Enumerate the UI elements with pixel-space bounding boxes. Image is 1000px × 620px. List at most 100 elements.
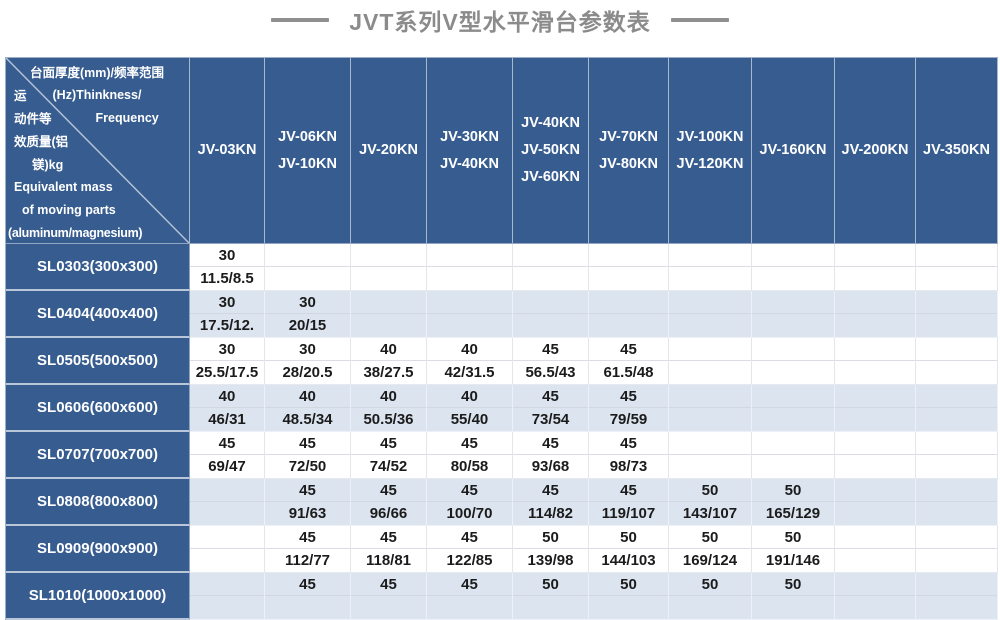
cell-thickness-value: 50 [669,526,751,549]
cell-mass-value [752,267,834,290]
cell-thickness-value [752,385,834,408]
cell-thickness-value [190,526,264,549]
cell-mass-value: 112/77 [284,552,331,569]
table-cell-r3-c0: 40 46/31 [190,385,265,432]
cell-thickness-value [835,338,915,361]
column-header-jv-200kn: JV-200KN [835,58,916,244]
table-cell-r4-c9 [916,432,998,479]
table-cell-r1-c6 [669,291,752,338]
cell-mass-value: 96/66 [369,505,408,522]
cell-thickness-value: 45 [513,432,588,455]
cell-thickness-value [589,291,668,314]
cell-mass-value [669,267,751,290]
cell-thickness-value [513,291,588,314]
cell-thickness-value: 45 [589,432,668,455]
cell-thickness-value [190,479,264,502]
row-header-sl0505: SL0505(500x500) [6,338,190,385]
table-cell-r6-c2: 45 118/81 [351,526,427,573]
corner-line: 运 [14,89,27,103]
cell-mass-value: 98/73 [609,458,648,475]
cell-mass-value [351,596,426,619]
table-cell-r0-c2 [351,244,427,291]
table-cell-r5-c8 [835,479,916,526]
table-cell-r3-c8 [835,385,916,432]
table-cell-r2-c7 [752,338,835,385]
cell-mass-value [669,596,751,619]
cell-mass-value: 38/27.5 [363,364,414,381]
cell-thickness-value: 30 [190,244,264,267]
cell-mass-value [513,314,588,337]
column-header-label: JV-20KN [359,142,418,158]
table-cell-r5-c4: 45 114/82 [513,479,589,526]
cell-thickness-value [752,432,834,455]
cell-thickness-value [835,385,915,408]
cell-mass-value: 61.5/48 [603,364,654,381]
cell-thickness-value: 45 [265,479,350,502]
cell-mass-value [835,361,915,384]
cell-thickness-value [669,432,751,455]
cell-thickness-value [427,244,512,267]
table-cell-r0-c4 [513,244,589,291]
cell-thickness-value: 50 [752,479,834,502]
cell-mass-value [427,267,512,290]
cell-mass-value: 91/63 [288,505,327,522]
cell-thickness-value: 45 [513,338,588,361]
table-cell-r2-c6 [669,338,752,385]
table-cell-r2-c4: 45 56.5/43 [513,338,589,385]
title-dash-left-icon [271,18,330,22]
cell-thickness-value [669,385,751,408]
cell-mass-value [752,314,834,337]
table-cell-r1-c4 [513,291,589,338]
table-cell-r3-c2: 40 50.5/36 [351,385,427,432]
cell-thickness-value [835,291,915,314]
column-header-label: JV-40KN [521,115,580,131]
cell-mass-value: 28/20.5 [282,364,333,381]
table-cell-r6-c3: 45 122/85 [427,526,513,573]
row-header-sl1010: SL1010(1000x1000) [6,573,190,620]
table-cell-r7-c5: 50 [589,573,669,620]
table-cell-r0-c0: 30 11.5/8.5 [190,244,265,291]
corner-header-text: 台面厚度(mm)/频率范围 运 (Hz)Thinkness/ 动件等 Frequen… [6,58,189,243]
cell-thickness-value [916,385,997,408]
cell-mass-value: 11.5/8.5 [200,270,254,287]
corner-line: 台面厚度(mm)/频率范围 [30,66,165,80]
cell-thickness-value: 45 [589,385,668,408]
cell-thickness-value: 45 [589,479,668,502]
table-cell-r7-c7: 50 [752,573,835,620]
cell-thickness-value: 50 [669,479,751,502]
cell-mass-value [835,596,915,619]
cell-thickness-value [589,244,668,267]
cell-mass-value: 165/129 [765,505,821,522]
column-header-label: JV-60KN [521,169,580,185]
cell-thickness-value: 50 [669,573,751,596]
table-cell-r1-c8 [835,291,916,338]
table-cell-r7-c3: 45 [427,573,513,620]
cell-mass-value [916,314,997,337]
cell-mass-value: 50.5/36 [363,411,414,428]
table-cell-r4-c2: 45 74/52 [351,432,427,479]
table-cell-r7-c8 [835,573,916,620]
column-header-label: JV-10KN [278,155,337,172]
column-header-label: JV-30KN [440,128,499,145]
cell-thickness-value: 45 [351,526,426,549]
cell-thickness-value [916,338,997,361]
table-cell-r2-c8 [835,338,916,385]
cell-thickness-value [835,479,915,502]
cell-mass-value [427,596,512,619]
cell-mass-value [589,314,668,337]
cell-mass-value: 72/50 [288,458,327,475]
cell-thickness-value: 45 [265,526,350,549]
table-cell-r6-c7: 50 191/146 [752,526,835,573]
column-header-jv-06kn: JV-06KN JV-10KN [265,58,351,244]
cell-thickness-value [265,244,350,267]
table-cell-r4-c5: 45 98/73 [589,432,669,479]
cell-mass-value: 80/58 [450,458,489,475]
page-title: JVT系列V型水平滑台参数表 [349,9,651,35]
cell-thickness-value [351,291,426,314]
table-cell-r4-c6 [669,432,752,479]
table-cell-r2-c5: 45 61.5/48 [589,338,669,385]
cell-mass-value: 144/103 [601,552,656,569]
table-cell-r2-c1: 30 28/20.5 [265,338,351,385]
table-cell-r6-c1: 45 112/77 [265,526,351,573]
table-cell-r2-c9 [916,338,998,385]
